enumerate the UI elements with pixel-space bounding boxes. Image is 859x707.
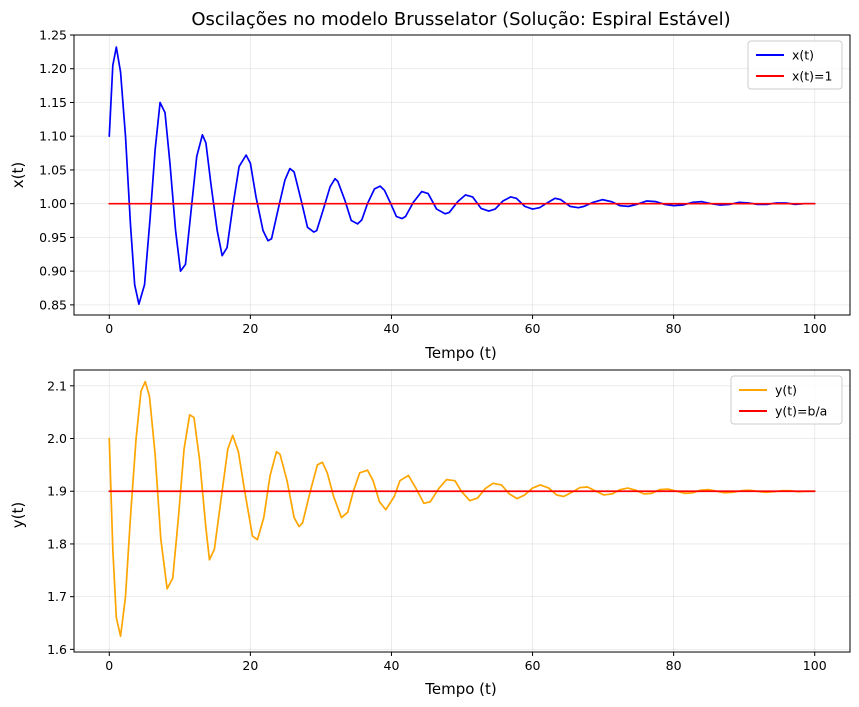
series-line-x-t- [108, 46, 816, 306]
x-axis-label-bottom: Tempo (t) [424, 680, 497, 698]
x-tick-label: 100 [803, 321, 827, 336]
y-tick-label: 1.00 [39, 196, 67, 211]
y-tick-label: 1.20 [39, 61, 67, 76]
y-tick-label: 1.9 [47, 484, 67, 499]
y-axis-label-bottom: y(t) [9, 502, 27, 528]
x-tick-label: 20 [242, 658, 258, 673]
x-tick-label: 40 [384, 321, 400, 336]
y-tick-label: 1.05 [39, 162, 67, 177]
y-axis-label-top: x(t) [9, 162, 27, 188]
x-tick-label: 60 [525, 321, 541, 336]
legend: y(t) y(t)=b/a [730, 375, 843, 425]
y-tick-label: 1.8 [47, 536, 67, 551]
top-panel: 0 20 40 60 80 100 0.85 0.90 0.95 1.00 1.05 1.10 1.15… [39, 28, 851, 336]
x-tick-label: 0 [105, 321, 113, 336]
y-tick-label: 1.10 [39, 129, 67, 144]
legend-label: y(t)=b/a [775, 404, 827, 419]
x-tick-label: 40 [384, 658, 400, 673]
y-tick-label: 1.7 [47, 589, 67, 604]
legend-label: y(t) [775, 383, 797, 398]
legend-label: x(t) [792, 48, 814, 63]
x-axis-label-top: Tempo (t) [424, 344, 497, 362]
legend: x(t) x(t)=1 [747, 40, 843, 90]
y-tick-label: 0.85 [39, 297, 67, 312]
bottom-panel: 0 20 40 60 80 100 1.6 1.7 1.8 1.9 2.0 2.1 y(t) y(t)=b… [47, 369, 851, 673]
y-tick-label: 2.1 [47, 378, 67, 393]
x-tick-label: 100 [803, 658, 827, 673]
y-tick-label: 1.15 [39, 95, 67, 110]
y-tick-label: 0.90 [39, 264, 67, 279]
x-tick-label: 80 [666, 321, 682, 336]
y-tick-label: 1.25 [39, 28, 67, 43]
axes-frame [73, 34, 851, 316]
legend-label: x(t)=1 [792, 69, 832, 84]
x-tick-label: 60 [525, 658, 541, 673]
x-tick-label: 20 [242, 321, 258, 336]
y-tick-label: 1.6 [47, 642, 67, 657]
x-tick-label: 80 [666, 658, 682, 673]
axes-frame [73, 369, 851, 653]
chart-title: Oscilações no modelo Brusselator (Soluçã… [191, 9, 730, 30]
y-tick-label: 2.0 [47, 431, 67, 446]
series-line-y-t- [108, 380, 816, 638]
x-tick-label: 0 [105, 658, 113, 673]
y-tick-label: 0.95 [39, 230, 67, 245]
